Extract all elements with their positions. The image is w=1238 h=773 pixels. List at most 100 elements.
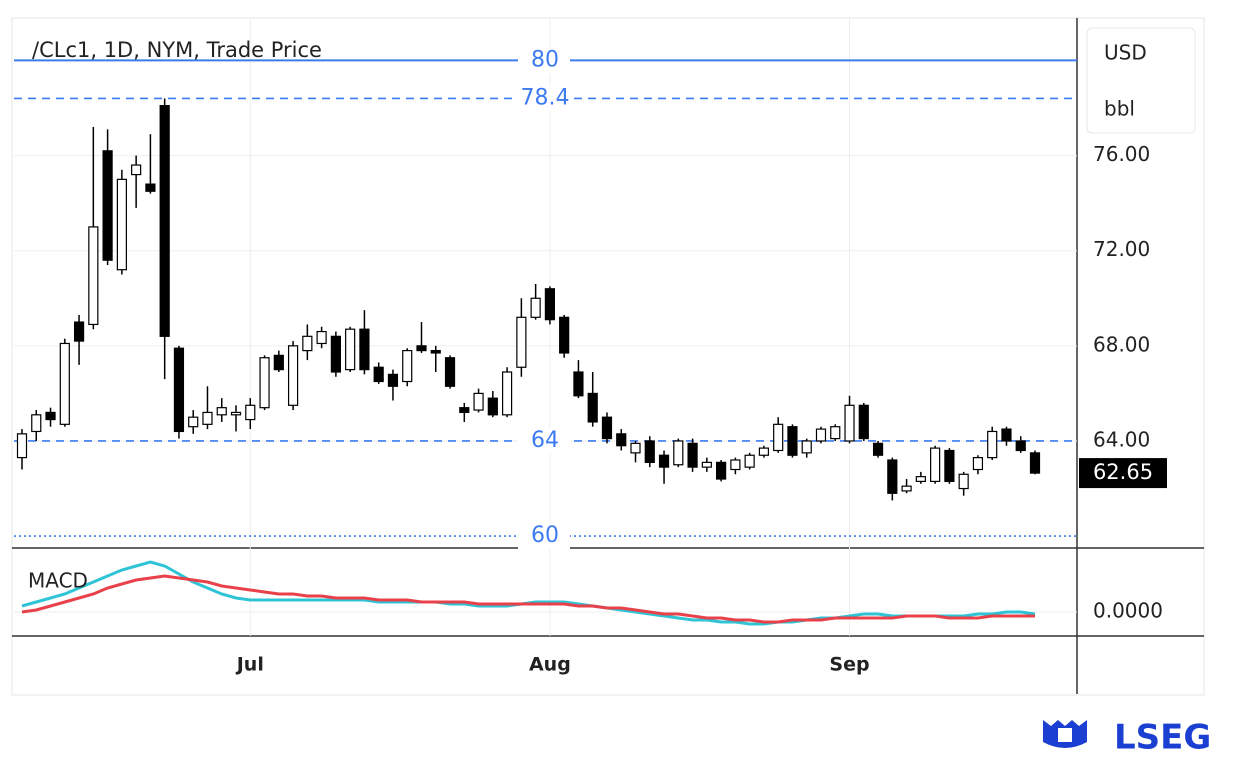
candle-body [730, 459, 741, 471]
candle-body [587, 392, 598, 423]
macd-line [21, 574, 1035, 624]
candle-body [316, 330, 327, 345]
candle-body [701, 461, 712, 468]
candle-body [230, 411, 242, 416]
last-price-label: 62.65 [1093, 460, 1153, 484]
candle-body [1015, 440, 1026, 452]
level-label: 60 [531, 523, 559, 548]
candle-body [901, 485, 912, 492]
candle-body [359, 328, 370, 371]
candle-body [887, 459, 898, 494]
candle-body [673, 440, 684, 466]
candle-body [345, 328, 356, 371]
chart-title: /CLc1, 1D, NYM, Trade Price [32, 38, 322, 62]
candle-body [801, 440, 812, 454]
candle-body [430, 349, 441, 354]
candle-body [858, 404, 869, 440]
y-tick-label: 76.00 [1093, 142, 1150, 166]
candle-body [73, 321, 85, 342]
candle-body [744, 454, 755, 468]
candle-body [815, 428, 827, 442]
candle-body [444, 357, 456, 387]
unit-box [1086, 27, 1196, 134]
chart-frame [11, 17, 1205, 696]
candle-body [245, 404, 256, 421]
y-tick-label: 72.00 [1093, 237, 1150, 261]
candle-body [987, 430, 998, 459]
brand-logo: LSEG [1043, 718, 1211, 758]
candle-body [716, 461, 727, 480]
candle-body [1029, 452, 1041, 474]
candle-body [658, 454, 670, 468]
candle-body [687, 442, 698, 468]
candle-body [402, 349, 413, 383]
candle-body [45, 411, 56, 421]
candle-body [173, 347, 185, 433]
candle-body [972, 457, 984, 471]
y-tick-label: 64.00 [1093, 427, 1150, 451]
x-tick-label: Sep [829, 654, 869, 676]
candle-body [373, 366, 384, 383]
level-label-bg [518, 523, 570, 550]
candle-body [31, 414, 42, 433]
candle-body [773, 423, 784, 452]
candle-body [302, 335, 313, 352]
level-label-bg [518, 47, 570, 74]
candle-body [758, 447, 770, 456]
candle-body [644, 440, 655, 463]
candle-body [915, 476, 926, 483]
candle-body [530, 297, 541, 318]
candle-body [287, 345, 299, 406]
candle-body [145, 183, 156, 192]
candle-body [131, 164, 142, 176]
unit: bbl [1104, 97, 1135, 121]
candle-body [601, 416, 613, 440]
candle-body [787, 426, 798, 456]
candle-body [844, 404, 855, 442]
candle-body [273, 354, 284, 371]
level-label-bg [518, 427, 570, 454]
y-tick-label: 0.0000 [1093, 599, 1163, 623]
candle-body [188, 416, 199, 428]
macd-title: MACD [28, 569, 88, 593]
candle-body [16, 433, 28, 459]
x-tick-label: Aug [529, 654, 571, 676]
candle-body [501, 371, 513, 416]
candle-body [259, 357, 270, 409]
candle-body [202, 411, 213, 425]
candle-body [459, 407, 470, 414]
candle-body [1001, 428, 1012, 442]
y-tick-label: 68.00 [1093, 332, 1150, 356]
candle-body [487, 397, 498, 416]
brand: LSEG [1114, 718, 1211, 758]
candle-body [830, 426, 841, 440]
candle-body [544, 288, 556, 321]
candle-body [872, 442, 884, 456]
candle-body [559, 316, 570, 354]
candle-body [116, 178, 127, 271]
candle-body [516, 316, 527, 368]
candle-body [930, 447, 941, 483]
level-label: 64 [531, 428, 559, 453]
candle-body [616, 433, 627, 447]
candle-body [59, 342, 70, 425]
plot: 80 78.4 64 60 [14, 47, 1077, 626]
candle-body [387, 373, 399, 387]
currency: USD [1104, 41, 1147, 65]
last-price-box [1079, 458, 1167, 489]
candle-body [630, 442, 641, 454]
candle-body [573, 371, 584, 397]
candle-body [944, 449, 955, 483]
candle-body [216, 407, 227, 416]
candle-body [958, 473, 969, 490]
candle-body [416, 345, 427, 352]
level-label-bg [518, 85, 570, 112]
level-label: 78.4 [521, 85, 570, 110]
x-tick-label: Jul [235, 654, 264, 676]
candle-body [473, 392, 484, 411]
candle-body [102, 150, 113, 261]
candle-body [159, 105, 170, 337]
candle-body [88, 226, 99, 326]
candle-body [330, 335, 341, 373]
